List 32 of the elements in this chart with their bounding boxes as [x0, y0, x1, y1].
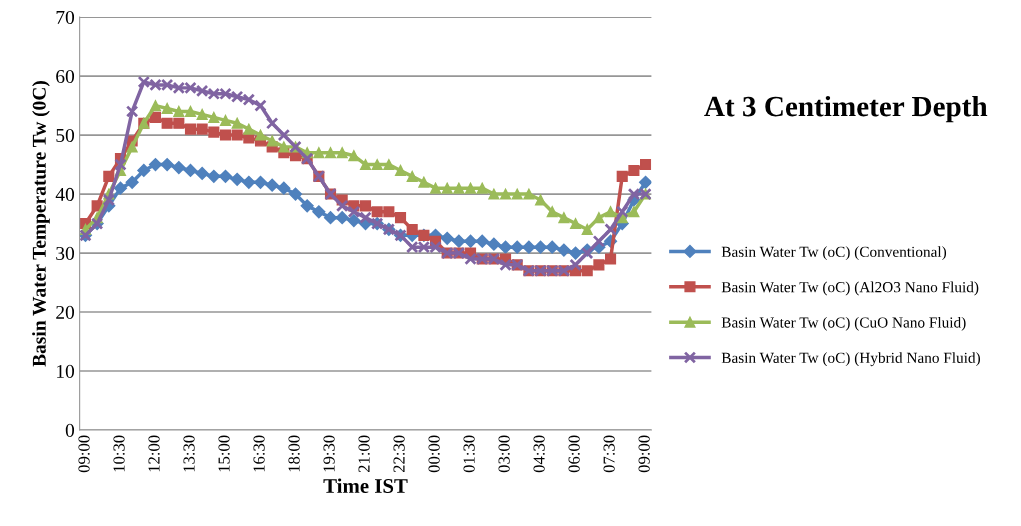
y-axis-title: Basin Water Temperature Tw (0C): [32, 81, 50, 367]
x-tick-label: 09:00: [78, 435, 90, 473]
legend-label: Basin Water Tw (oC) (Al2O3 Nano Fluid): [721, 281, 979, 296]
x-tick-label: 09:00: [638, 435, 650, 473]
y-tick-label: 30: [56, 246, 75, 260]
legend-label: Basin Water Tw (oC) (Hybrid Nano Fluid): [721, 352, 980, 367]
y-tick-label: 70: [56, 10, 75, 25]
text: At 3 Centimeter Depth: [704, 95, 988, 123]
x-tick-label: 21:00: [358, 435, 370, 473]
x-axis-title: Time IST: [323, 478, 408, 494]
y-tick-label: 0: [65, 423, 75, 437]
x-tick-label: 15:00: [218, 435, 230, 472]
y-tick-label: 50: [56, 128, 75, 143]
legend-label: Basin Water Tw (oC) (CuO Nano Fluid): [721, 316, 966, 331]
x-tick-label: 13:30: [183, 435, 195, 472]
x-tick-label: 12:00: [148, 435, 160, 472]
y-tick-label: 10: [57, 364, 75, 378]
x-tick-label: 01:30: [463, 435, 475, 473]
x-tick-label: 16:30: [253, 435, 265, 472]
y-tick-label: 20: [56, 305, 75, 319]
x-tick-label: 07:30: [603, 435, 615, 473]
x-tick-label: 18:00: [288, 435, 300, 472]
x-tick-label: 22:30: [393, 435, 405, 473]
legend-label: Basin Water Tw (oC) (Conventional): [721, 246, 947, 261]
x-tick-label: 03:00: [498, 435, 510, 473]
x-tick-label: 06:00: [568, 435, 580, 473]
y-tick-label: 40: [55, 187, 75, 201]
y-tick-label: 60: [56, 69, 75, 84]
x-tick-label: 00:00: [428, 435, 440, 473]
x-tick-label: 04:30: [533, 435, 545, 473]
x-tick-label: 10:30: [113, 435, 125, 472]
x-tick-label: 19:30: [323, 435, 335, 472]
